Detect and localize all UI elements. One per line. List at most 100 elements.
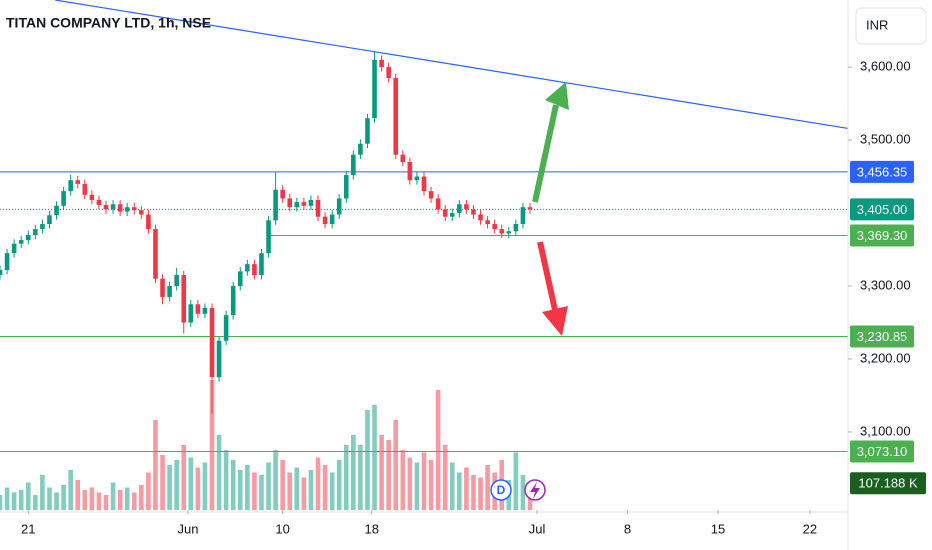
volume-bar [89,487,95,510]
candle-body [428,191,434,199]
volume-bar [386,440,391,510]
x-tick-label: 10 [275,521,289,536]
candle-body [139,210,144,215]
x-tick-label: Jun [177,521,198,536]
x-tick-label: 8 [624,521,631,536]
candle-body [54,205,59,216]
axes-layer: 3,600.00 3,500.00 3,300.00 3,200.00 3,100.00… [21,59,926,536]
volume-bar [308,470,314,510]
candle-body [124,207,130,212]
candle-body [216,340,222,378]
volume-bar [414,462,420,510]
volume-bar [471,475,476,510]
candles-layer [0,51,533,414]
volume-bar [47,487,52,510]
volume-bar [464,467,469,510]
candle-body [358,143,363,155]
chart-title: TITAN COMPANY LTD, 1h, NSE [6,15,211,31]
volume-bar [393,420,399,510]
candle-body [287,198,293,208]
candle-body [386,67,391,79]
candle-body [174,275,179,287]
candle-body [336,198,342,215]
x-tick-label: 18 [364,521,378,536]
candle-body [0,269,3,276]
volume-bar [351,435,356,510]
dividend-badge[interactable] [490,479,512,501]
volume-bar [202,462,208,510]
currency-button[interactable] [855,7,927,45]
candle-body [365,118,370,144]
candle-body [40,223,45,230]
volume-label: 107.188 K [858,476,918,491]
volume-bar [124,487,130,510]
volume-bar [160,455,165,510]
candle-body [223,315,229,341]
y-tick-label: 3,300.00 [860,277,911,292]
volume-bar [280,460,285,510]
candle-body [421,176,427,192]
x-tick-label: 22 [803,521,817,536]
volume-bar [174,460,179,510]
volume-bar [520,475,526,510]
candle-body [343,175,349,199]
volume-bar [96,492,102,510]
volume-bar [209,380,215,510]
y-tick-label: 3,500.00 [860,132,911,147]
volume-bar [273,450,278,510]
y-tick-label: 3,600.00 [860,59,911,74]
volume-bar [0,495,3,510]
badge-text[interactable]: D [497,483,506,497]
volume-bar [287,472,293,510]
y-tick-label: 3,200.00 [860,350,911,365]
volume-bar [223,450,229,510]
volume-bar [195,467,201,510]
volume-bar [61,485,66,510]
candle-body [485,220,490,224]
volume-bar [442,445,448,510]
candle-body [47,215,52,224]
price-label-box [850,198,914,221]
candle-body [160,278,165,297]
volume-bar [153,420,158,510]
volume-bar [435,390,441,510]
volume-bar [11,492,17,510]
candle-body [414,176,420,181]
candle-body [379,59,384,68]
price-label: 3,456.35 [857,164,908,179]
candle-body [308,199,314,206]
volume-layer [0,380,533,510]
candle-body [393,78,399,155]
candle-body [230,286,236,316]
price-label: 3,073.10 [857,444,908,459]
candle-body [146,214,151,230]
volume-bar [400,450,406,510]
candle-body [75,180,81,184]
candle-body [188,304,194,323]
lightning-icon [530,482,540,499]
candle-body [18,240,24,244]
candle-body [153,229,158,279]
candle-body [25,234,31,241]
candle-body [520,207,526,224]
volume-bar [485,465,490,510]
price-label: 3,369.30 [857,228,908,243]
x-tick-label: 15 [711,521,725,536]
volume-bar [40,475,45,510]
volume-bar [407,457,413,510]
candle-body [195,304,201,314]
candle-body [167,286,172,297]
volume-bar [117,490,123,510]
volume-bar [75,480,81,510]
candle-body [259,253,264,276]
candle-body [478,214,483,221]
currency[interactable]: INR [866,17,888,32]
x-tick-label: 21 [21,521,35,536]
volume-bar [322,465,328,510]
volume-bar [103,495,109,510]
volume-bar [167,465,172,510]
volume-bar [131,492,137,510]
candle-body [499,229,505,234]
candle-body [492,223,497,230]
